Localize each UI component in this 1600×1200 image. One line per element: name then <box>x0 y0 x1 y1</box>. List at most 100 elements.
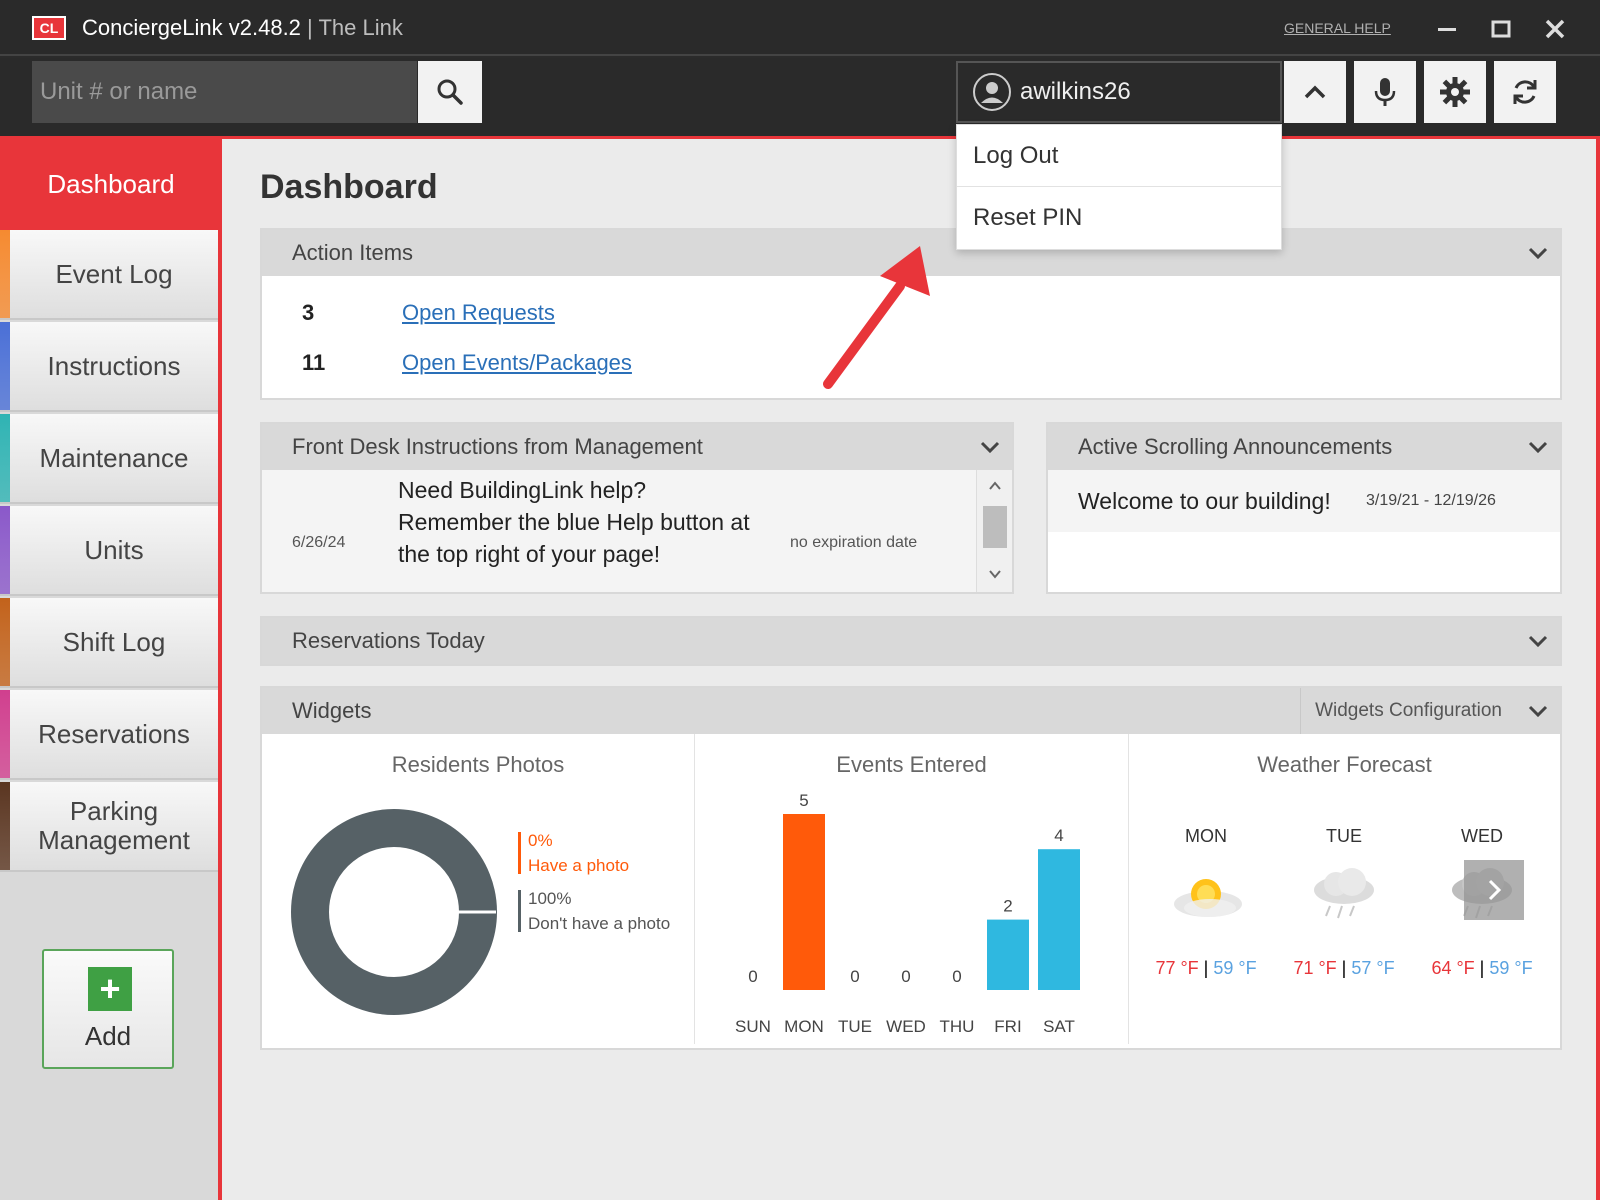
panel-header: Active Scrolling Announcements <box>1048 424 1560 470</box>
sidebar-item-label: Instructions <box>47 350 181 381</box>
open-events-packages-link[interactable]: Open Events/Packages <box>402 350 632 375</box>
scrollbar[interactable] <box>976 470 1012 592</box>
toolbar: awilkins26 <box>0 58 1600 136</box>
active-tab-shape <box>0 139 245 230</box>
temp-low: 59 °F <box>1213 958 1257 978</box>
microphone-icon <box>1374 78 1396 106</box>
panel-header: Front Desk Instructions from Management <box>262 424 1012 470</box>
widgets-configuration-button[interactable]: Widgets Configuration <box>1300 688 1516 734</box>
log-out-menu-item[interactable]: Log Out <box>957 125 1281 187</box>
title-separator: | <box>300 15 319 40</box>
sidebar-item-maintenance[interactable]: Maintenance <box>0 414 218 504</box>
sidebar-item-label: Shift Log <box>62 626 166 657</box>
donut-slice-no-photo <box>291 809 497 1015</box>
chevron-down-icon <box>1528 635 1548 648</box>
announcement-text: Welcome to our building! <box>1078 488 1331 514</box>
panel-title: Front Desk Instructions from Management <box>292 434 703 459</box>
plus-icon: + <box>88 967 132 1011</box>
minimize-icon <box>1438 28 1456 31</box>
temp-high: 64 °F <box>1431 958 1475 978</box>
collapse-button[interactable] <box>1516 424 1560 470</box>
events-entered-widget: Events Entered 0 SUN 5 MON 0 TUE 0 WED 0 THU 2 FRI 4… <box>695 734 1129 1044</box>
scrollbar-thumb[interactable] <box>983 506 1007 548</box>
bar-fri <box>987 919 1029 990</box>
announcement-item: Welcome to our building! 3/19/21 - 12/19… <box>1048 470 1560 532</box>
panel-header: Widgets Widgets Configuration <box>262 688 1560 734</box>
x-tick-label: MON <box>784 1017 824 1036</box>
add-button[interactable]: + Add <box>42 949 174 1069</box>
main-border-right <box>1596 139 1600 1200</box>
scroll-down-button[interactable] <box>977 558 1013 590</box>
weather-day-label: WED <box>1461 826 1503 846</box>
reset-pin-menu-item[interactable]: Reset PIN <box>973 204 1083 231</box>
bar-value-label: 5 <box>799 791 808 810</box>
x-tick-label: FRI <box>994 1017 1021 1036</box>
collapse-button[interactable] <box>1516 688 1560 734</box>
color-stripe <box>0 414 10 502</box>
refresh-button[interactable] <box>1494 61 1556 123</box>
open-requests-link[interactable]: Open Requests <box>402 300 555 325</box>
legend-value: 100% <box>528 889 572 908</box>
app-logo: CL <box>32 16 66 40</box>
user-menu-toggle[interactable]: awilkins26 <box>956 61 1282 123</box>
close-button[interactable] <box>1540 14 1570 44</box>
microphone-button[interactable] <box>1354 61 1416 123</box>
legend-swatch-have-photo <box>518 832 521 874</box>
widget-title: Residents Photos <box>391 752 565 777</box>
temp-low: 57 °F <box>1351 958 1395 978</box>
weather-next-button[interactable] <box>1464 860 1524 920</box>
chevron-down-icon <box>980 441 1000 454</box>
color-stripe <box>0 782 10 870</box>
legend-value: 0% <box>528 831 553 850</box>
bar-value-label: 4 <box>1054 826 1063 845</box>
chevron-right-icon <box>1488 879 1502 901</box>
sidebar-item-label: Dashboard <box>47 169 175 199</box>
x-tick-label: THU <box>940 1017 975 1036</box>
collapse-button[interactable] <box>968 424 1012 470</box>
temp-high: 71 °F <box>1293 958 1337 978</box>
legend-have-photo: 0% Have a photo <box>528 828 629 878</box>
annotation-arrow <box>823 246 930 389</box>
maximize-button[interactable] <box>1486 14 1516 44</box>
minimize-button[interactable] <box>1432 14 1462 44</box>
instruction-item: 6/26/24 Need BuildingLink help? Remember… <box>262 470 978 592</box>
sun-cloud-icon <box>1174 879 1242 917</box>
bar-value-label: 0 <box>850 967 859 986</box>
color-stripe <box>0 598 10 686</box>
residents-photos-widget: Residents Photos 0% Have a photo 100% Do… <box>262 734 695 1044</box>
settings-button[interactable] <box>1424 61 1486 123</box>
chevron-down-icon <box>1528 247 1548 260</box>
sidebar-item-units[interactable]: Units <box>0 506 218 596</box>
unit-search-input[interactable] <box>32 61 417 123</box>
sidebar-item-shift-log[interactable]: Shift Log <box>0 598 218 688</box>
app-subtitle: The Link <box>318 15 403 40</box>
widget-title: Events Entered <box>836 752 987 777</box>
temp-separator: | <box>1474 958 1490 978</box>
sidebar-item-reservations[interactable]: Reservations <box>0 690 218 780</box>
instruction-text: Need BuildingLink help? Remember the blu… <box>398 477 750 567</box>
collapse-button[interactable] <box>1516 618 1560 664</box>
x-tick-label: SAT <box>1043 1017 1075 1036</box>
close-icon <box>1545 19 1565 39</box>
main-border-left <box>218 139 222 1200</box>
sidebar-item-dashboard[interactable]: Dashboard <box>0 139 245 230</box>
reservations-today-panel: Reservations Today <box>260 616 1562 666</box>
weather-temps: 64 °F | 59 °F <box>1422 958 1542 979</box>
collapse-button[interactable] <box>1516 230 1560 276</box>
general-help-link[interactable]: GENERAL HELP <box>1284 20 1391 36</box>
x-tick-label: TUE <box>838 1017 872 1036</box>
scroll-up-button[interactable] <box>977 470 1013 502</box>
bar-mon <box>783 814 825 990</box>
sidebar-item-event-log[interactable]: Event Log <box>0 230 218 320</box>
panel-title: Active Scrolling Announcements <box>1078 434 1393 459</box>
top-accent-line <box>0 136 1600 139</box>
legend-label: Have a photo <box>528 856 630 875</box>
weather-temps: 71 °F | 57 °F <box>1284 958 1404 979</box>
instruction-expiration: no expiration date <box>790 534 918 551</box>
temp-low: 59 °F <box>1489 958 1533 978</box>
sidebar-item-instructions[interactable]: Instructions <box>0 322 218 412</box>
collapse-menu-button[interactable] <box>1284 61 1346 123</box>
sidebar-item-parking-management[interactable]: Parking Management <box>0 782 218 872</box>
search-button[interactable] <box>418 61 482 123</box>
sidebar: Dashboard Event Log Instructions Mainten… <box>0 139 245 1200</box>
